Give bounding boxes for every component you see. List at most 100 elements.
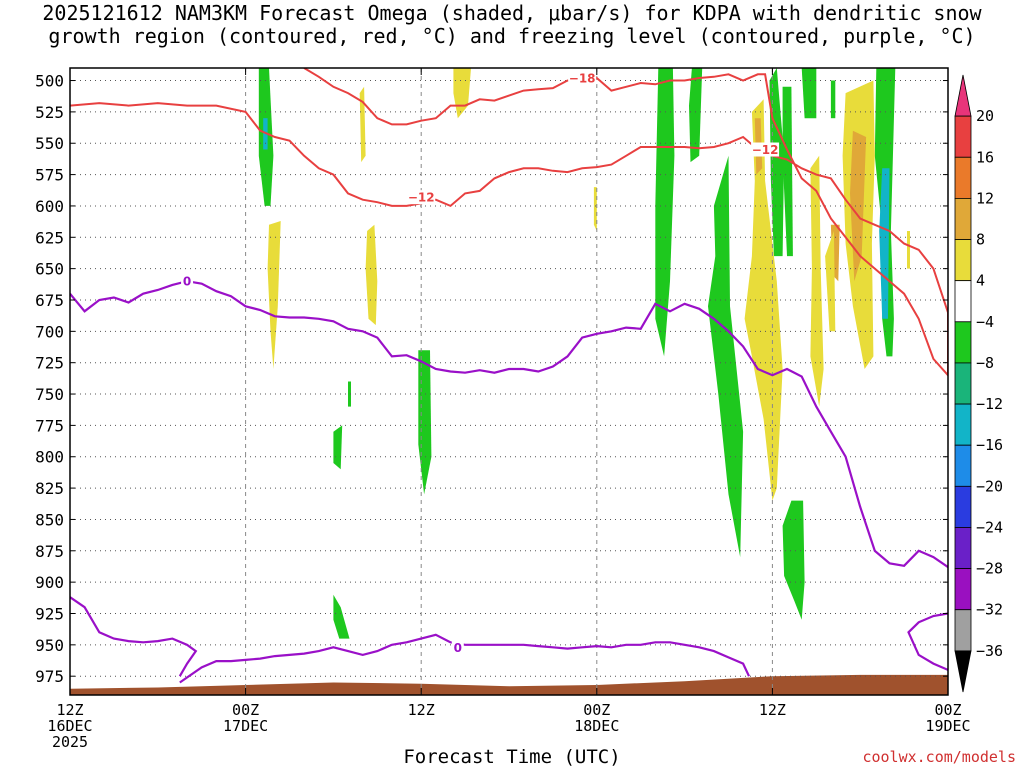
omega-region-27: [907, 231, 910, 269]
x-tick-label: 2025: [52, 733, 88, 751]
omega-region-13: [708, 155, 744, 558]
x-tick-label: 12Z: [56, 701, 83, 719]
omega-region-14: [769, 68, 785, 257]
y-tick-label: 650: [35, 260, 64, 279]
colorbar-label: 4: [976, 272, 985, 290]
omega-region-23: [810, 155, 824, 407]
colorbar-swatch-top: [954, 74, 972, 117]
colorbar-label: −32: [976, 601, 1003, 619]
dgz-contour-label-0: −18: [569, 72, 596, 86]
y-tick-label: 775: [35, 416, 64, 435]
dgz-contour-label-0-bg: [568, 71, 597, 86]
y-tick-label: 975: [35, 667, 64, 686]
omega-region-7: [418, 350, 432, 495]
y-tick-label: 875: [35, 542, 64, 561]
omega-region-3: [359, 86, 366, 163]
y-tick-label: 750: [35, 385, 64, 404]
y-tick-label: 700: [35, 322, 64, 341]
plot-frame: [69, 67, 949, 696]
colorbar-label: −16: [976, 436, 1003, 454]
freezing-contour-label-0: 0: [183, 275, 191, 289]
dgz-contour-label-1-bg: [407, 190, 436, 205]
omega-region-9: [333, 425, 343, 470]
x-tick-label: 00Z: [583, 701, 610, 719]
x-tick-label: 12Z: [408, 701, 435, 719]
colorbar-swatch: [954, 527, 972, 570]
omega-region-17: [830, 80, 836, 119]
chart-title-line-2: growth region (contoured, red, °C) and f…: [48, 24, 976, 48]
y-tick-label: 525: [35, 103, 64, 122]
freezing-contour-label-1-bg: [451, 640, 464, 655]
x-tick-label: 12Z: [759, 701, 786, 719]
colorbar-label: 12: [976, 189, 994, 207]
colorbar-label: −4: [976, 313, 994, 331]
y-tick-label: 675: [35, 291, 64, 310]
terrain-fill: [70, 674, 948, 695]
y-tick-label: 825: [35, 479, 64, 498]
colorbar-swatch: [954, 568, 972, 611]
y-tick-label: 550: [35, 134, 64, 153]
colorbar-swatch: [954, 239, 972, 282]
omega-region-25: [850, 130, 867, 282]
colorbar-label: −28: [976, 560, 1003, 578]
colorbar-swatch: [954, 362, 972, 405]
freezing-contour-2: [179, 633, 750, 684]
y-tick-label: 725: [35, 354, 64, 373]
y-tick-label: 900: [35, 573, 64, 592]
colorbar-label: 20: [976, 107, 994, 125]
colorbar-swatch: [954, 403, 972, 446]
freezing-contour-label-1: 0: [454, 641, 462, 655]
omega-region-18: [782, 500, 805, 620]
colorbar-swatch: [954, 280, 972, 323]
omega-region-21: [744, 99, 783, 501]
colorbar-swatch: [954, 197, 972, 240]
chart-title: 2025121612 NAM3KM Forecast Omega (shaded…: [0, 2, 1024, 48]
y-tick-label: 925: [35, 604, 64, 623]
dgz-contour-label-2-bg: [751, 142, 780, 157]
colorbar-swatch-bottom: [954, 650, 972, 693]
y-tick-label: 625: [35, 228, 64, 247]
y-tick-label: 575: [35, 166, 64, 185]
dgz-contour-label-1: −12: [408, 191, 435, 205]
omega-region-10: [333, 594, 350, 639]
x-tick-label: 00Z: [934, 701, 961, 719]
colorbar-label: 16: [976, 148, 994, 166]
colorbar-swatch: [954, 485, 972, 528]
y-tick-label: 950: [35, 636, 64, 655]
omega-region-15: [782, 86, 793, 257]
colorbar-label: 8: [976, 231, 985, 249]
freezing-contour-0: [70, 280, 948, 569]
x-tick-label: 19DEC: [925, 717, 970, 735]
colorbar-swatch: [954, 321, 972, 364]
y-tick-label: 500: [35, 72, 64, 91]
omega-region-4: [365, 224, 378, 326]
y-tick-label: 850: [35, 510, 64, 529]
freezing-contour-3: [907, 612, 948, 671]
credit-link[interactable]: coolwx.com/models: [862, 748, 1016, 766]
x-tick-label: 00Z: [232, 701, 259, 719]
omega-region-20: [879, 168, 890, 319]
colorbar-label: −24: [976, 518, 1003, 536]
colorbar-label: −20: [976, 477, 1003, 495]
x-tick-label: 17DEC: [223, 717, 268, 735]
colorbar-swatch: [954, 156, 972, 199]
colorbar-swatch: [954, 609, 972, 652]
omega-region-28: [825, 231, 836, 332]
omega-region-12: [689, 68, 703, 163]
omega-region-11: [655, 68, 675, 357]
colorbar-label: −36: [976, 642, 1003, 660]
x-tick-label: 18DEC: [574, 717, 619, 735]
y-tick-label: 800: [35, 448, 64, 467]
x-tick-label: 16DEC: [47, 717, 92, 735]
colorbar-label: −12: [976, 395, 1003, 413]
dgz-contour-0: [70, 68, 948, 377]
plot-layer: −18 −12 −12 0 0: [70, 68, 948, 695]
omega-region-2: [267, 221, 281, 369]
colorbar-label: −8: [976, 354, 994, 372]
x-axis-title: Forecast Time (UTC): [403, 746, 621, 768]
y-tick-label: 600: [35, 197, 64, 216]
dgz-contour-label-2: −12: [752, 143, 779, 157]
colorbar-swatch: [954, 444, 972, 487]
freezing-contour-label-0-bg: [181, 274, 194, 289]
